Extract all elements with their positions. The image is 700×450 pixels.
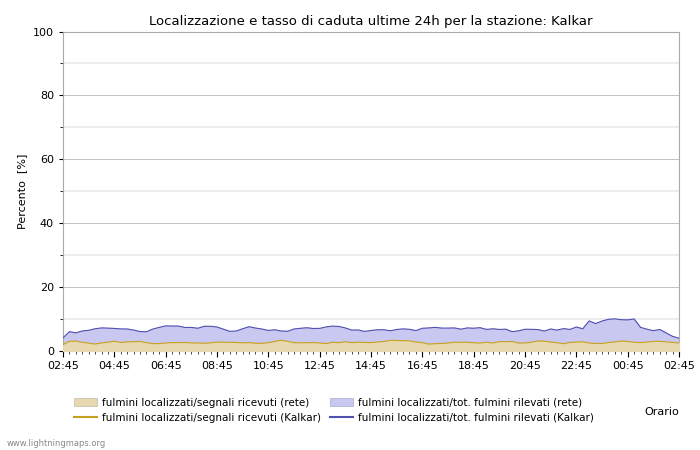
Y-axis label: Percento  [%]: Percento [%] — [18, 153, 27, 229]
Title: Localizzazione e tasso di caduta ultime 24h per la stazione: Kalkar: Localizzazione e tasso di caduta ultime … — [149, 14, 593, 27]
Legend: fulmini localizzati/segnali ricevuti (rete), fulmini localizzati/segnali ricevut: fulmini localizzati/segnali ricevuti (re… — [74, 398, 594, 423]
Text: Orario: Orario — [644, 407, 679, 417]
Text: www.lightningmaps.org: www.lightningmaps.org — [7, 439, 106, 448]
